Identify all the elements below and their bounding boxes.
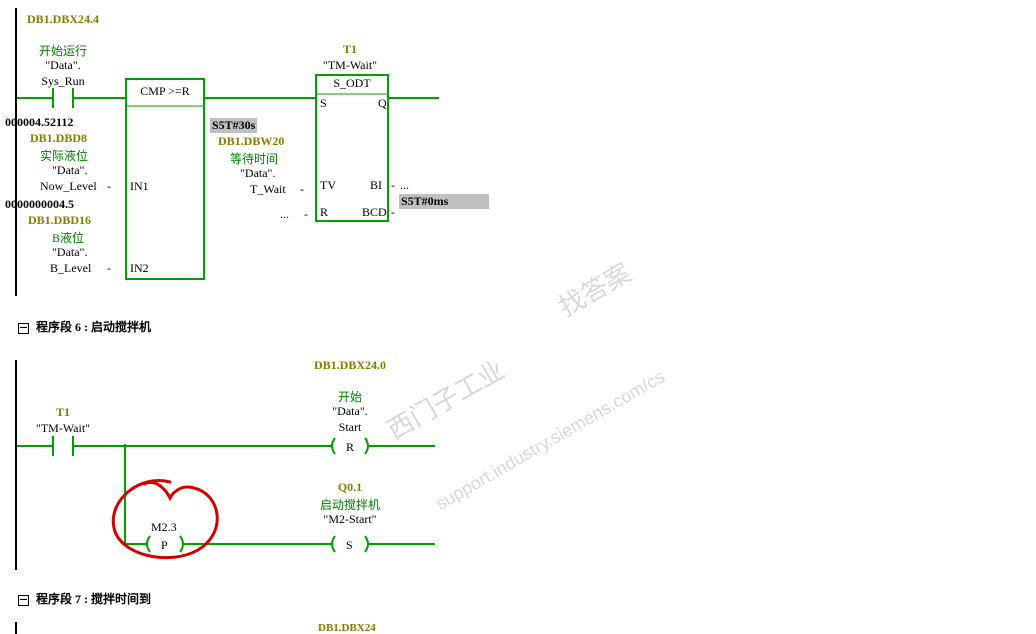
seg7-title: 程序段 7 : 搅拌时间到 — [36, 592, 151, 606]
set-marker: S — [346, 538, 353, 553]
timer-pin-tv: TV — [320, 178, 336, 193]
tv-dash: - — [300, 182, 304, 197]
collapse-icon[interactable] — [18, 323, 29, 334]
in1-value: 000004.52112 — [5, 115, 73, 130]
bcd-dash-out: - — [391, 205, 395, 220]
tv-comment: 等待时间 — [230, 150, 278, 167]
in2-comment: B液位 — [52, 229, 84, 246]
in1-dash: - — [107, 179, 111, 194]
bcd-value: S5T#0ms — [399, 194, 489, 209]
timer-q-wire — [389, 88, 439, 108]
set-comment: 启动搅拌机 — [300, 496, 400, 513]
r-text: ... — [280, 207, 289, 222]
reset-address: DB1.DBX24.0 — [300, 358, 400, 373]
in2-dash: - — [107, 261, 111, 276]
bi-dash: - — [391, 178, 395, 193]
contact-address: DB1.DBX24.4 — [18, 12, 108, 27]
r-dash: - — [304, 207, 308, 222]
tv-value: S5T#30s — [210, 118, 257, 133]
cmp-label: CMP >=R — [125, 84, 205, 99]
tv-address: DB1.DBW20 — [218, 134, 284, 149]
set-address: Q0.1 — [300, 480, 400, 495]
contact-sym2: Sys_Run — [18, 74, 108, 89]
bi-text: ... — [400, 178, 409, 193]
timer-pin-q: Q — [378, 96, 387, 111]
in2-value: 0000000004.5 — [5, 197, 74, 212]
in1-comment: 实际液位 — [40, 147, 88, 164]
timer-pin-bi: BI — [370, 178, 382, 193]
contact-sym1: "Data". — [18, 58, 108, 73]
plc-ladder-canvas: DB1.DBX24.4 开始运行 "Data". Sys_Run CMP >=R… — [0, 0, 1036, 634]
in1-sym1: "Data". — [52, 163, 87, 178]
watermark-c: support.industry.siemens.com/cs — [432, 366, 668, 515]
red-annotation — [100, 470, 240, 570]
seg6-contact-name: "TM-Wait" — [18, 421, 108, 436]
in1-pin: IN1 — [130, 179, 149, 194]
timer-name: "TM-Wait" — [305, 58, 395, 73]
seg6-contact-address: T1 — [18, 405, 108, 420]
tv-sym1: "Data". — [240, 166, 275, 181]
timer-type: S_ODT — [315, 76, 389, 91]
set-coil — [315, 534, 435, 554]
timer-pin-bcd: BCD — [362, 205, 387, 220]
in1-address: DB1.DBD8 — [30, 131, 87, 146]
power-rail-left — [15, 8, 17, 296]
seg6-header[interactable]: 程序段 6 : 启动搅拌机 — [18, 318, 151, 335]
reset-sym2: Start — [300, 420, 400, 435]
seg6-contact-wire — [15, 436, 125, 456]
in2-sym2: B_Level — [50, 261, 91, 276]
in2-address: DB1.DBD16 — [28, 213, 91, 228]
watermark-b: 找答案 — [551, 253, 637, 324]
tv-sym2: T_Wait — [250, 182, 286, 197]
collapse-icon-7[interactable] — [18, 595, 29, 606]
set-name: "M2-Start" — [300, 512, 400, 527]
timer-address: T1 — [305, 42, 395, 57]
seg6-title: 程序段 6 : 启动搅拌机 — [36, 320, 151, 334]
reset-sym1: "Data". — [300, 404, 400, 419]
seg7-rail-peek — [15, 622, 17, 634]
timer-pin-s: S — [320, 96, 327, 111]
cmp-out-wire — [205, 88, 315, 108]
seg7-header[interactable]: 程序段 7 : 搅拌时间到 — [18, 590, 151, 607]
timer-pin-r: R — [320, 205, 328, 220]
seg6-power-rail — [15, 360, 17, 570]
contact-comment: 开始运行 — [18, 42, 108, 59]
rung-wire-1 — [15, 88, 125, 108]
in2-sym1: "Data". — [52, 245, 87, 260]
reset-marker: R — [346, 440, 354, 455]
in1-sym2: Now_Level — [40, 179, 97, 194]
seg7-peek-address: DB1.DBX24 — [318, 622, 376, 634]
reset-comment: 开始 — [300, 388, 400, 405]
in2-pin: IN2 — [130, 261, 149, 276]
